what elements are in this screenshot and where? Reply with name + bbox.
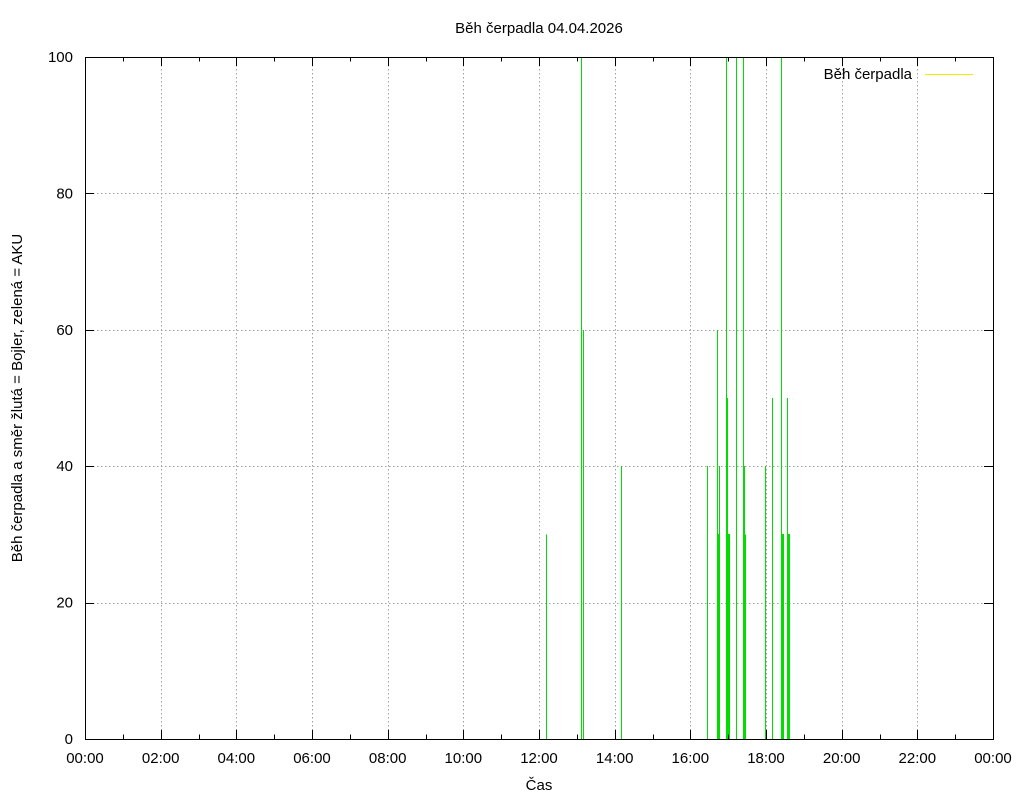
x-tick-label: 20:00: [823, 750, 861, 767]
x-axis-label: Čas: [526, 777, 553, 794]
y-tick-label: 100: [48, 49, 73, 66]
y-tick-label: 60: [56, 322, 73, 339]
tick-labels: 00:00 02:00 04:00 06:00 08:00 10:00 12:00 14:00…: [48, 49, 1012, 767]
y-tick-label: 40: [56, 458, 73, 475]
x-tick-label: 14:00: [596, 750, 634, 767]
x-tick-label: 16:00: [672, 750, 710, 767]
x-tick-label: 18:00: [747, 750, 785, 767]
grid: [85, 57, 993, 739]
y-tick-label: 20: [56, 595, 73, 612]
y-axis-label: Běh čerpadla a směr žlutá = Bojler, zele…: [9, 234, 26, 563]
axis-ticks: [85, 57, 994, 740]
x-tick-label: 04:00: [218, 750, 256, 767]
x-tick-label: 22:00: [899, 750, 937, 767]
legend-label: Běh čerpadla: [824, 66, 913, 83]
y-tick-label: 80: [56, 185, 73, 202]
y-tick-label: 0: [65, 731, 73, 748]
legend: Běh čerpadla: [824, 66, 973, 83]
x-tick-label: 12:00: [520, 750, 558, 767]
x-tick-label: 00:00: [974, 750, 1012, 767]
data-pulse: [781, 533, 784, 739]
x-tick-label: 00:00: [66, 750, 104, 767]
chart-title: Běh čerpadla 04.04.2026: [455, 20, 623, 37]
data-pulse: [728, 533, 730, 739]
x-tick-label: 08:00: [369, 750, 407, 767]
data-pulse: [787, 533, 790, 739]
x-tick-label: 06:00: [293, 750, 331, 767]
x-tick-label: 02:00: [142, 750, 180, 767]
x-tick-label: 10:00: [445, 750, 483, 767]
data-series: [546, 57, 790, 739]
